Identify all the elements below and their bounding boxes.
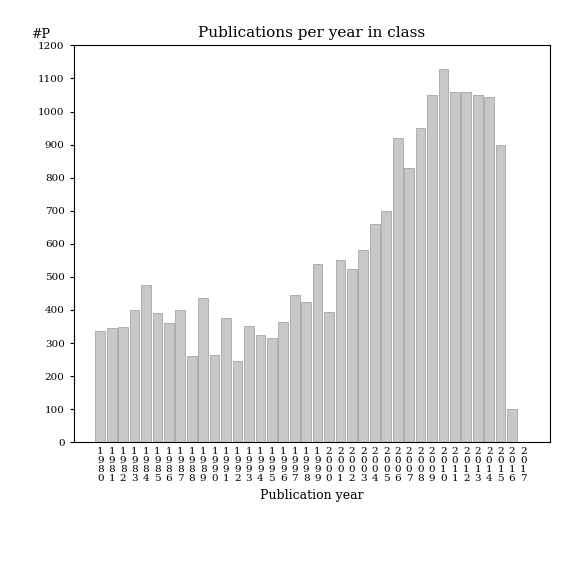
Bar [438, 69, 448, 442]
Bar [221, 318, 231, 442]
X-axis label: Publication year: Publication year [260, 489, 363, 502]
Bar [347, 269, 357, 442]
Bar [244, 327, 254, 442]
Bar [278, 321, 288, 442]
Bar [164, 323, 174, 442]
Bar [256, 335, 265, 442]
Bar [187, 356, 197, 442]
Text: #P: #P [31, 28, 50, 41]
Bar [290, 295, 299, 442]
Bar [267, 338, 277, 442]
Bar [232, 361, 242, 442]
Bar [153, 313, 162, 442]
Bar [130, 310, 139, 442]
Bar [336, 260, 345, 442]
Bar [450, 92, 460, 442]
Bar [496, 145, 505, 442]
Bar [484, 96, 494, 442]
Bar [119, 327, 128, 442]
Bar [107, 328, 117, 442]
Bar [313, 264, 323, 442]
Bar [370, 224, 380, 442]
Bar [358, 251, 368, 442]
Bar [393, 138, 403, 442]
Bar [175, 310, 185, 442]
Bar [462, 92, 471, 442]
Bar [416, 128, 425, 442]
Bar [427, 95, 437, 442]
Bar [507, 409, 517, 442]
Bar [95, 332, 105, 442]
Bar [324, 312, 334, 442]
Title: Publications per year in class: Publications per year in class [198, 26, 425, 40]
Bar [198, 298, 208, 442]
Bar [141, 285, 151, 442]
Bar [382, 211, 391, 442]
Bar [473, 95, 483, 442]
Bar [210, 354, 219, 442]
Bar [404, 168, 414, 442]
Bar [301, 302, 311, 442]
